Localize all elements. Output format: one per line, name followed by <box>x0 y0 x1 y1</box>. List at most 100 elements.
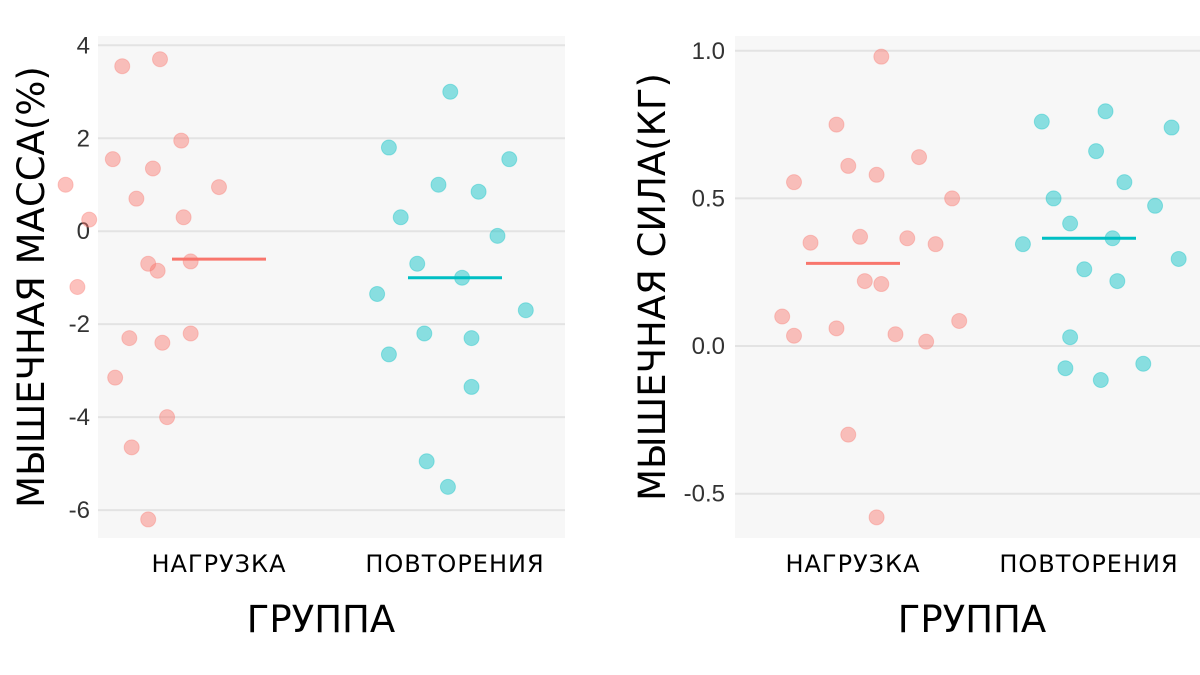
data-point <box>1014 236 1031 253</box>
data-point <box>114 58 131 75</box>
data-point <box>840 157 857 174</box>
data-point <box>1057 360 1074 377</box>
data-point <box>152 51 168 68</box>
data-point <box>380 139 397 156</box>
y-tick-label: 1.0 <box>692 38 725 65</box>
data-point <box>463 378 480 395</box>
data-point <box>182 325 199 342</box>
data-point <box>774 308 791 325</box>
data-point <box>1109 273 1126 290</box>
data-point <box>868 166 885 183</box>
x-axis-title: ГРУППА <box>247 598 395 641</box>
data-point <box>856 273 873 290</box>
data-point <box>182 253 199 270</box>
data-point <box>140 511 157 528</box>
y-tick-label: -2 <box>69 311 90 338</box>
grid-lines-strength <box>735 49 1200 495</box>
y-tick-label: 0 <box>77 218 90 245</box>
panel-background-strength <box>735 36 1200 538</box>
data-point <box>1163 119 1180 136</box>
y-axis-title: МЫШЕЧНАЯ МАССА(%) <box>10 66 53 508</box>
data-point <box>828 116 845 133</box>
data-point <box>873 48 890 65</box>
data-point <box>175 209 192 226</box>
data-point <box>121 330 138 347</box>
y-tick-label: -0.5 <box>684 481 725 508</box>
data-point <box>1092 372 1109 389</box>
panel-background-mass <box>98 36 565 538</box>
data-point <box>918 333 935 350</box>
data-point <box>1062 329 1079 346</box>
chart-muscle-mass: 4 2 0 -2 -4 -6 НАГРУЗКА ПОВТОРЕНИЯ ГРУППА МЫШ… <box>10 32 565 641</box>
mean-lines-mass <box>172 257 502 280</box>
y-axis-title: МЫШЕЧНАЯ СИЛА(КГ) <box>631 73 674 501</box>
data-point <box>1088 143 1105 160</box>
data-points-strength <box>774 48 1187 526</box>
y-tick-label: 0.5 <box>692 185 725 212</box>
data-point <box>911 149 928 166</box>
y-tick-label: 2 <box>77 125 90 152</box>
data-point <box>899 230 916 247</box>
data-point <box>1033 113 1050 130</box>
data-point <box>887 326 904 343</box>
data-point <box>173 132 190 149</box>
data-point <box>392 209 409 226</box>
data-point <box>1170 250 1187 267</box>
data-point <box>1076 261 1093 278</box>
y-tick-label: -4 <box>69 404 90 431</box>
y-tick-labels-mass: 4 2 0 -2 -4 -6 <box>69 32 90 524</box>
data-point <box>868 509 885 526</box>
data-point <box>107 369 124 386</box>
data-point <box>1135 355 1152 372</box>
y-tick-label: 4 <box>77 32 90 59</box>
data-point <box>416 325 433 342</box>
data-point <box>501 151 518 168</box>
data-point <box>873 276 890 293</box>
data-point <box>828 320 845 337</box>
data-point <box>489 227 506 244</box>
y-tick-label: 0.0 <box>692 333 725 360</box>
data-point <box>852 228 869 245</box>
grid-lines-mass <box>98 44 565 512</box>
x-category-label: ПОВТОРЕНИЯ <box>999 550 1178 578</box>
data-point <box>840 426 857 443</box>
data-point <box>786 174 802 191</box>
data-point <box>57 176 74 193</box>
data-point <box>154 334 171 351</box>
data-point <box>1116 174 1133 191</box>
data-point <box>128 190 145 207</box>
data-point <box>1147 197 1164 214</box>
chart-muscle-strength: 1.0 0.5 0.0 -0.5 НАГРУЗКА ПОВТОРЕНИЯ ГРУППА… <box>631 36 1200 641</box>
data-point <box>1104 230 1121 247</box>
data-point <box>144 160 161 177</box>
x-category-label: НАГРУЗКА <box>785 550 920 578</box>
data-point <box>159 409 176 426</box>
data-point <box>418 453 435 470</box>
data-point <box>786 327 802 344</box>
data-point <box>1062 215 1079 232</box>
data-point <box>149 262 166 279</box>
data-point <box>81 211 98 228</box>
mean-lines-strength <box>806 236 1136 265</box>
data-point <box>69 279 86 295</box>
data-point <box>104 151 121 168</box>
data-point <box>123 439 140 456</box>
data-point <box>927 236 944 253</box>
data-point <box>463 330 480 347</box>
data-point <box>409 255 426 272</box>
data-point <box>951 312 968 329</box>
y-tick-labels-strength: 1.0 0.5 0.0 -0.5 <box>684 38 725 508</box>
data-point <box>140 255 157 272</box>
data-point <box>442 83 459 100</box>
x-category-label: НАГРУЗКА <box>151 550 286 578</box>
y-tick-label: -6 <box>69 497 90 524</box>
data-points-mass <box>57 51 534 528</box>
data-point <box>430 176 447 193</box>
data-point <box>517 302 534 319</box>
data-point <box>211 179 227 196</box>
data-point <box>439 478 456 495</box>
data-point <box>380 346 397 363</box>
x-category-label: ПОВТОРЕНИЯ <box>365 550 544 578</box>
